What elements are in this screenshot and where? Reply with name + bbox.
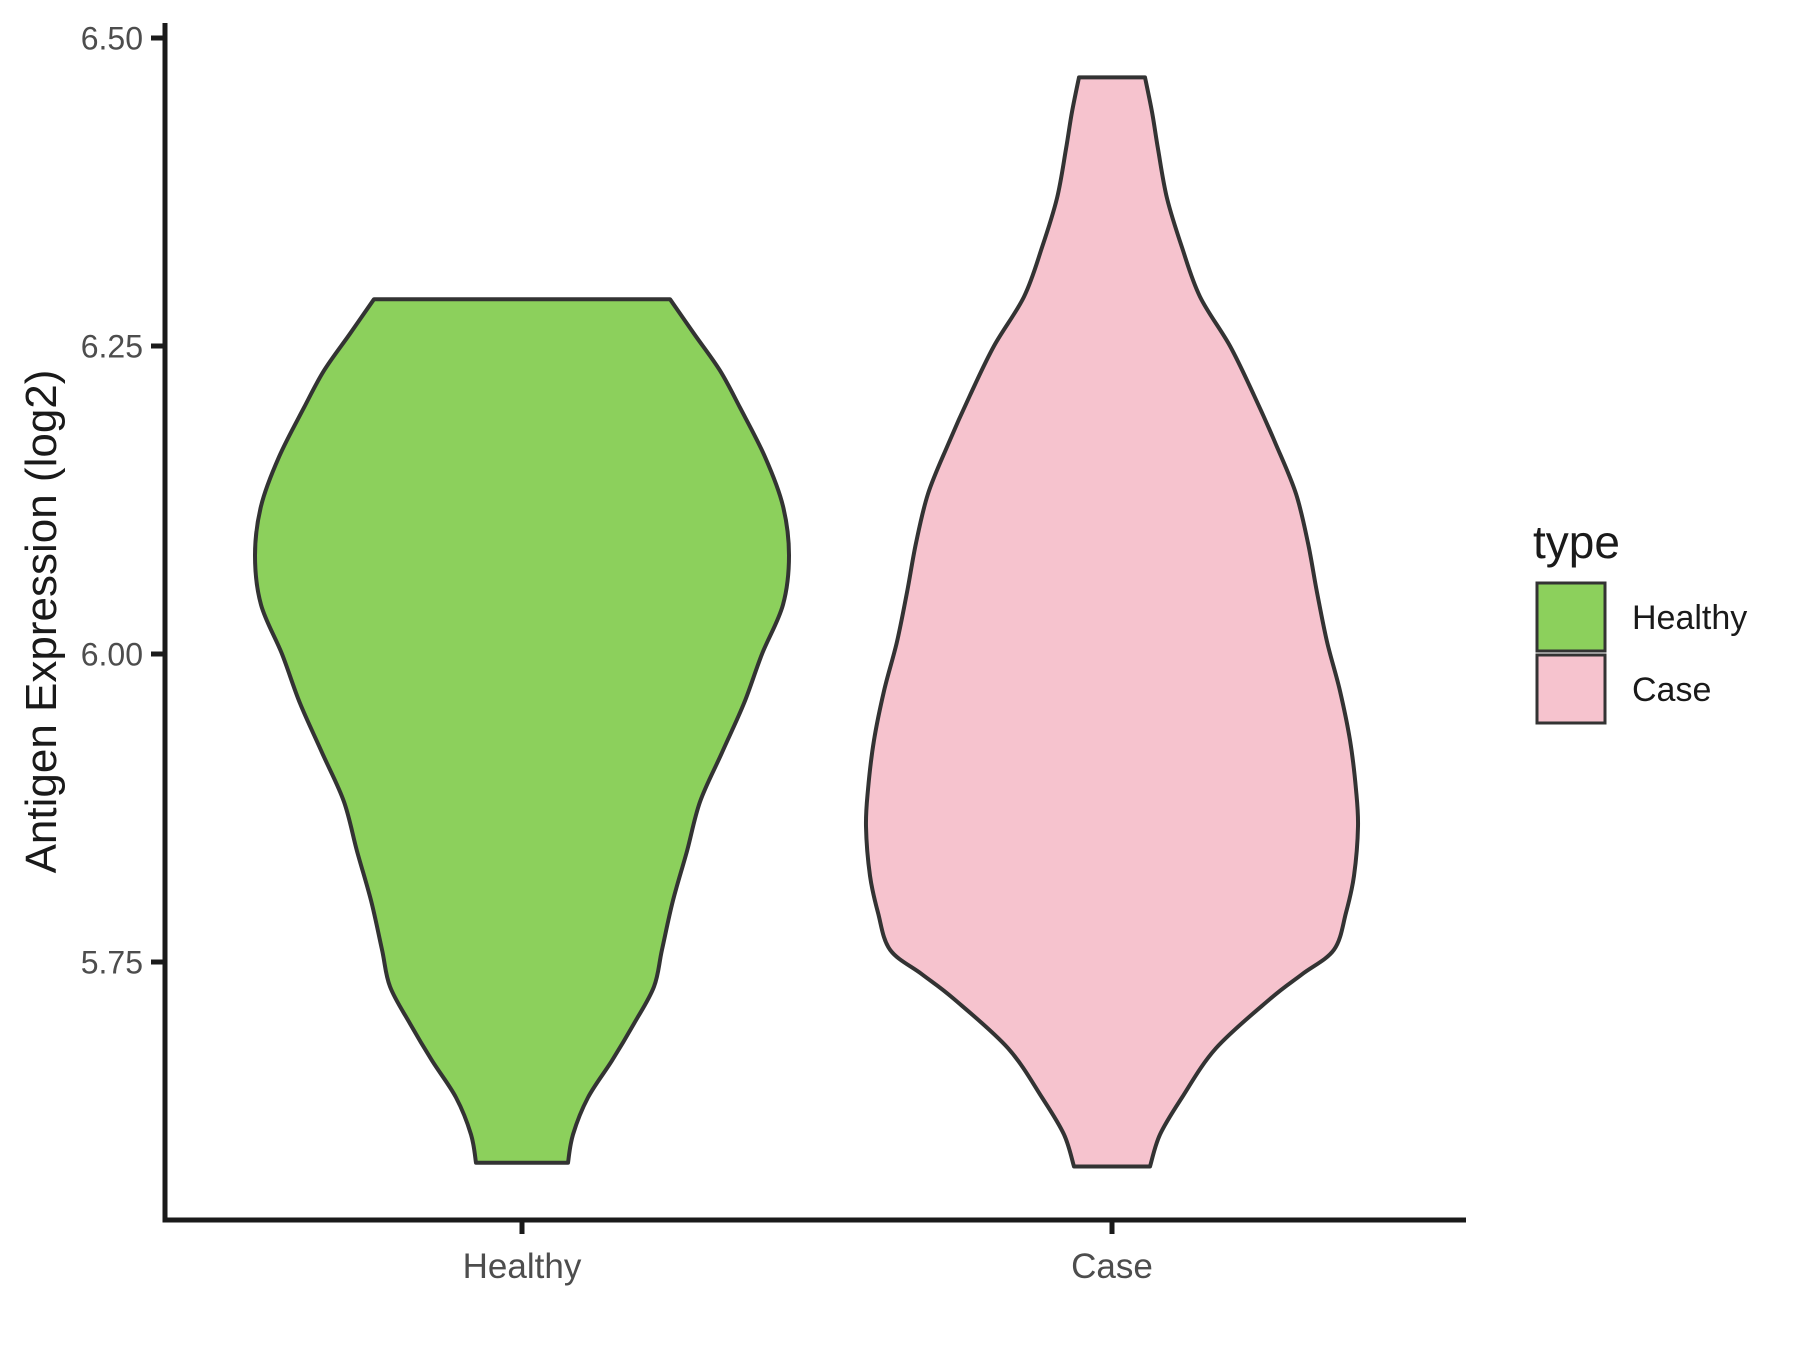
y-tick-label: 6.00 — [81, 637, 143, 673]
violin-healthy — [253, 297, 791, 1165]
legend-title: type — [1533, 516, 1620, 568]
x-axis-ticks: Healthy Case — [463, 1220, 1153, 1286]
y-tick-label: 5.75 — [81, 945, 143, 981]
legend-label-case: Case — [1632, 671, 1711, 709]
legend: type Healthy Case — [1533, 516, 1747, 725]
y-tick-label: 6.50 — [81, 21, 143, 57]
legend-label-healthy: Healthy — [1632, 599, 1747, 637]
legend-key-healthy — [1535, 581, 1607, 653]
violins-group — [253, 75, 1361, 1169]
x-tick-label: Case — [1071, 1247, 1153, 1286]
x-tick-label: Healthy — [463, 1247, 582, 1286]
y-axis-title: Antigen Expression (log2) — [17, 370, 66, 874]
y-axis-ticks: 6.50 6.25 6.00 5.75 — [81, 21, 165, 981]
legend-key-case — [1535, 653, 1607, 725]
violin-case — [863, 75, 1361, 1169]
y-tick-label: 6.25 — [81, 329, 143, 365]
axes-group — [162, 23, 1466, 1223]
legend-entries: Healthy Case — [1535, 581, 1747, 725]
